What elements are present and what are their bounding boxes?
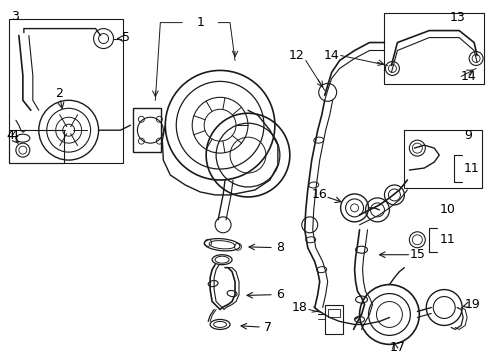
Text: 16: 16: [312, 188, 328, 202]
Text: 19: 19: [464, 298, 480, 311]
Text: 11: 11: [439, 233, 455, 246]
Text: 4: 4: [10, 129, 18, 142]
Text: 9: 9: [464, 129, 472, 142]
Bar: [325, 305, 343, 334]
Text: 10: 10: [439, 203, 455, 216]
Text: 2: 2: [55, 87, 63, 100]
Text: 11: 11: [464, 162, 480, 175]
Text: 1: 1: [196, 16, 204, 29]
Text: 12: 12: [289, 49, 305, 62]
Bar: [133, 108, 161, 152]
Bar: [328, 310, 340, 318]
Bar: [9, 130, 64, 163]
Text: 13: 13: [449, 11, 465, 24]
Text: 14: 14: [461, 70, 477, 83]
Text: 18: 18: [292, 301, 308, 314]
Text: 5: 5: [122, 31, 130, 44]
Bar: [385, 13, 484, 84]
Text: 6: 6: [276, 288, 284, 301]
Text: 8: 8: [276, 241, 284, 254]
Text: 3: 3: [11, 10, 19, 23]
Text: 15: 15: [410, 248, 425, 261]
Bar: [404, 130, 482, 188]
Text: 14: 14: [324, 49, 340, 62]
Text: 4: 4: [6, 129, 14, 142]
Bar: [9, 19, 123, 163]
Text: 17: 17: [390, 341, 405, 354]
Text: 7: 7: [264, 321, 272, 334]
